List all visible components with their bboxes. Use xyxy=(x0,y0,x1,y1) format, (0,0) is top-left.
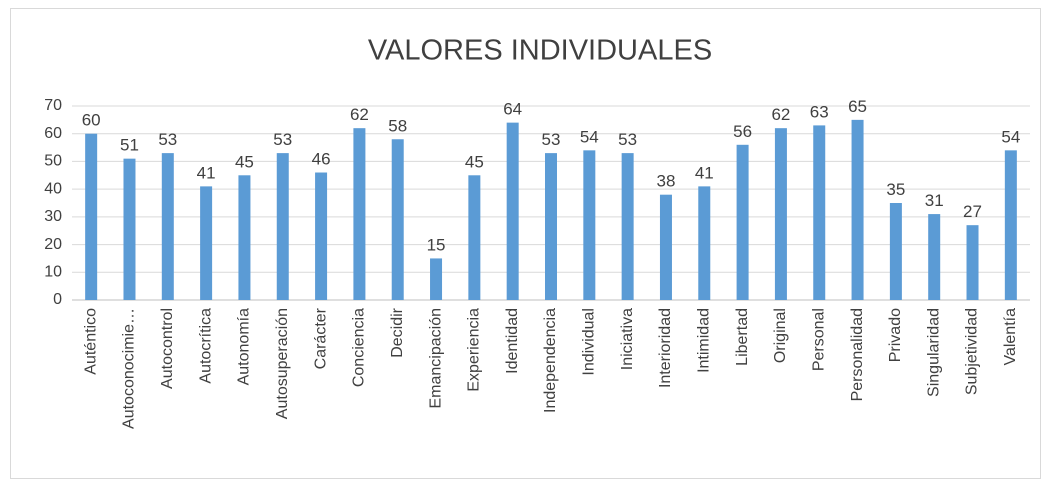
y-tick-label: 0 xyxy=(53,291,62,308)
data-label: 31 xyxy=(925,191,944,210)
bar xyxy=(1004,150,1017,300)
data-label: 45 xyxy=(465,152,484,171)
data-label: 45 xyxy=(235,152,254,171)
bar xyxy=(928,214,941,300)
data-label: 38 xyxy=(656,172,675,191)
y-tick-label: 10 xyxy=(44,264,62,281)
bar xyxy=(200,186,213,300)
x-tick-label: Experiencia xyxy=(466,308,483,392)
x-tick-label: Iniciativa xyxy=(619,308,636,370)
data-label: 46 xyxy=(312,150,331,169)
x-tick-label: Conciencia xyxy=(351,308,368,387)
y-tick-label: 30 xyxy=(44,208,62,225)
chart-border xyxy=(10,8,1041,479)
y-tick-label: 40 xyxy=(44,180,62,197)
bar xyxy=(966,225,979,300)
bar xyxy=(276,153,289,300)
x-tick-label: Autonomía xyxy=(236,308,253,385)
data-label: 35 xyxy=(886,180,905,199)
x-tick-label: Autoconocimie… xyxy=(121,308,138,429)
bar xyxy=(161,153,174,300)
data-label: 64 xyxy=(503,100,522,119)
bar xyxy=(430,258,443,300)
x-tick-label: Emancipación xyxy=(427,308,444,409)
x-tick-label: Autosuperación xyxy=(274,308,291,419)
y-tick-label: 50 xyxy=(44,153,62,170)
chart-title: VALORES INDIVIDUALES xyxy=(368,35,712,67)
y-tick-label: 70 xyxy=(44,97,62,114)
data-label: 53 xyxy=(273,130,292,149)
bar xyxy=(353,128,366,300)
x-tick-label: Interioridad xyxy=(657,308,674,388)
data-label: 41 xyxy=(197,163,216,182)
data-label: 65 xyxy=(848,97,867,116)
bar xyxy=(238,175,251,300)
data-label: 54 xyxy=(1001,127,1020,146)
bar xyxy=(468,175,481,300)
bar xyxy=(315,172,328,300)
x-tick-label: Singularidad xyxy=(925,308,942,397)
x-tick-label: Libertad xyxy=(734,308,751,366)
bar xyxy=(506,122,519,300)
x-tick-label: Original xyxy=(772,308,789,363)
x-tick-label: Personalidad xyxy=(849,308,866,401)
x-tick-label: Autocrítica xyxy=(197,308,214,384)
data-label: 56 xyxy=(733,122,752,141)
x-tick-label: Intimidad xyxy=(695,308,712,373)
y-tick-label: 20 xyxy=(44,236,62,253)
bar xyxy=(889,203,902,300)
x-tick-label: Independencia xyxy=(542,308,559,413)
x-tick-label: Carácter xyxy=(312,307,329,369)
data-label: 15 xyxy=(427,235,446,254)
x-tick-label: Identidad xyxy=(504,308,521,374)
bar xyxy=(698,186,711,300)
data-label: 58 xyxy=(388,116,407,135)
data-label: 62 xyxy=(350,105,369,124)
data-label: 62 xyxy=(771,105,790,124)
bar xyxy=(813,125,826,301)
x-tick-label: Individual xyxy=(581,308,598,376)
bar xyxy=(621,153,634,300)
bar xyxy=(736,144,749,300)
bar xyxy=(391,139,404,300)
x-tick-label: Valentía xyxy=(1002,308,1019,366)
x-tick-label: Auténtico xyxy=(82,308,99,375)
data-label: 53 xyxy=(618,130,637,149)
bar xyxy=(774,128,787,300)
data-label: 63 xyxy=(810,102,829,121)
bar xyxy=(583,150,596,300)
data-label: 51 xyxy=(120,136,139,155)
bar xyxy=(545,153,557,300)
x-tick-label: Autocontrol xyxy=(159,308,176,389)
data-label: 54 xyxy=(580,127,599,146)
bar xyxy=(851,119,864,300)
bar xyxy=(123,158,136,300)
bar xyxy=(659,194,672,300)
data-label: 53 xyxy=(542,130,561,149)
x-tick-label: Personal xyxy=(810,308,827,371)
data-label: 27 xyxy=(963,202,982,221)
data-label: 60 xyxy=(82,111,101,130)
x-tick-label: Privado xyxy=(887,308,904,362)
x-tick-label: Subjetividad xyxy=(964,308,981,395)
bar xyxy=(85,133,98,300)
y-tick-label: 60 xyxy=(44,125,62,142)
data-label: 53 xyxy=(158,130,177,149)
x-tick-label: Decidir xyxy=(389,307,406,357)
data-label: 41 xyxy=(695,163,714,182)
